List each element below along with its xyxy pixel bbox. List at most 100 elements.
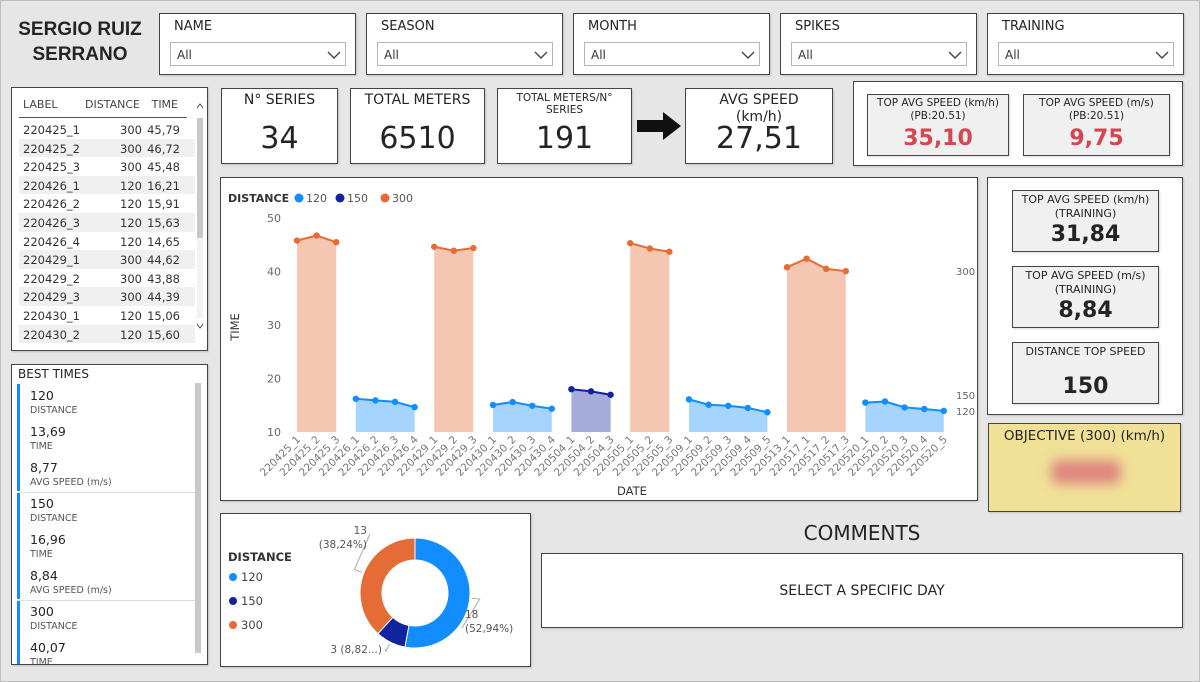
donut-slice [359,537,416,635]
scrollbar-thumb [197,118,203,238]
best-times-panel: BEST TIMES 120 DISTANCE 13,69 TIME 8,77 AVG SP… [11,364,208,665]
y-axis-title: TIME [228,313,242,342]
training-card: DISTANCE TOP SPEED 150 [1012,342,1159,404]
training-panel: TOP AVG SPEED (km/h) (TRAINING) 31,84 TOP … [987,177,1183,415]
y-tick-label: 50 [267,212,281,225]
filter-dropdown[interactable]: All [998,42,1174,66]
table-row: 220425_3 300 45,48 [19,157,195,176]
table-cell: 220429_2 [23,271,80,286]
y-tick-label: 30 [267,319,281,332]
table-cell: 120 [120,234,142,249]
column-header: TIME [151,98,178,111]
table-row: 220426_3 120 15,63 [19,213,195,232]
chevron [534,51,548,59]
filter-dropdown[interactable]: All [377,42,553,66]
series-end-label: 150 [956,391,975,402]
chevron-icon [741,51,755,59]
data-point [803,255,810,262]
best-time-label: AVG SPEED (m/s) [30,585,112,596]
table-cell: 300 [120,253,142,268]
table-cell: 120 [120,178,142,193]
y-tick-label: 10 [267,426,281,439]
kpi-card: AVG SPEED (km/h) 27,51 [685,88,833,164]
table-row: 220426_2 120 15,91 [19,194,195,213]
data-point [313,232,320,239]
data-point [489,401,497,409]
table-cell: 220425_3 [23,160,80,175]
legend-label: 150 [347,192,368,205]
data-point [352,395,359,402]
filter-dropdown[interactable]: All [584,42,760,66]
table-cell: 220429_1 [23,253,80,268]
kpi-value: 191 [535,121,594,156]
data-point [627,239,634,247]
kpi-label: TOTAL METERS [364,92,471,108]
table-row: 220429_3 300 44,39 [19,287,195,306]
data-point [372,397,379,404]
sort-underline [19,117,187,118]
training-label: DISTANCE TOP SPEED [1025,345,1146,358]
arrow-shape [637,112,681,140]
table-cell: 300 [120,160,142,175]
chevron [327,51,341,59]
kpi-label: AVG SPEED (km/h) [719,92,799,125]
data-label: (38,24%) [319,539,367,551]
series-area [355,398,944,432]
leader-line [384,643,391,653]
table-row: 220426_4 120 14,65 [19,231,195,251]
data-point [901,404,908,411]
comments-box: SELECT A SPECIFIC DAY [541,553,1183,628]
table-cell: 220430_2 [23,327,80,342]
filter-label: MONTH [588,19,637,34]
objective-card: OBJECTIVE (300) (km/h) [988,423,1181,512]
training-value: 150 [1062,374,1109,399]
donut-chart: DISTANCE 120 150 300 18 (52,94%) 3 (8,82...) 13… [228,525,513,656]
table-cell: 15,60 [147,327,180,342]
best-time-value: 150 [30,496,54,511]
filter-label: SEASON [381,19,435,34]
comments-title: COMMENTS [803,521,921,545]
table-cell: 220425_2 [23,141,80,156]
table-cell: 45,79 [147,123,180,137]
kpi-value: 6510 [379,121,456,156]
table-cell: 220425_1 [23,123,80,137]
chevron-icon [327,51,341,59]
line-chart: DISTANCE 120 150 3001020304050TIMEDATE22042… [228,192,975,498]
chevron [948,51,962,59]
legend-label: 300 [392,192,413,205]
filter-dropdown[interactable]: All [791,42,967,66]
table-row: 220426_1 120 16,21 [19,175,195,195]
group-accent [17,384,20,491]
data-label: 18 [465,609,478,621]
pb-card: TOP AVG SPEED (m/s) (PB:20.51) 9,75 [1023,94,1170,156]
column-header: DISTANCE [85,98,140,111]
best-time-value: 40,07 [30,640,66,655]
pb-value: 35,10 [903,126,973,151]
group-accent [17,492,20,599]
best-time-label: TIME [30,657,53,665]
data-point [431,243,438,250]
chevron [741,51,755,59]
scroll-down [196,323,204,329]
legend-marker [229,573,237,581]
table-row: 220425_1 300 45,79 [19,120,195,139]
data-label: 13 [354,525,367,537]
table-cell: 220429_3 [23,290,80,305]
pb-panel: TOP AVG SPEED (km/h) (PB:20.51) 35,10 TOP … [853,81,1183,166]
training-label: TOP AVG SPEED (km/h) (TRAINING) [1021,193,1150,220]
data-point [391,398,399,406]
table-cell: 220426_3 [23,216,80,230]
table-cell: 220430_1 [23,309,80,323]
table-cell: 15,91 [147,197,180,212]
legend-label: 300 [241,618,263,632]
filter-card: NAME All [159,13,356,75]
data-point [470,244,477,252]
kpi-card: TOTAL METERS/N° SERIES 191 [497,88,632,164]
data-point [764,409,771,416]
filter-label: TRAINING [1002,19,1065,34]
group-divider [17,492,195,493]
best-time-label: AVG SPEED (m/s) [30,477,112,488]
training-card: TOP AVG SPEED (m/s) (TRAINING) 8,84 [1012,266,1159,328]
filter-value: All [1005,48,1020,62]
filter-dropdown[interactable]: All [170,42,346,66]
